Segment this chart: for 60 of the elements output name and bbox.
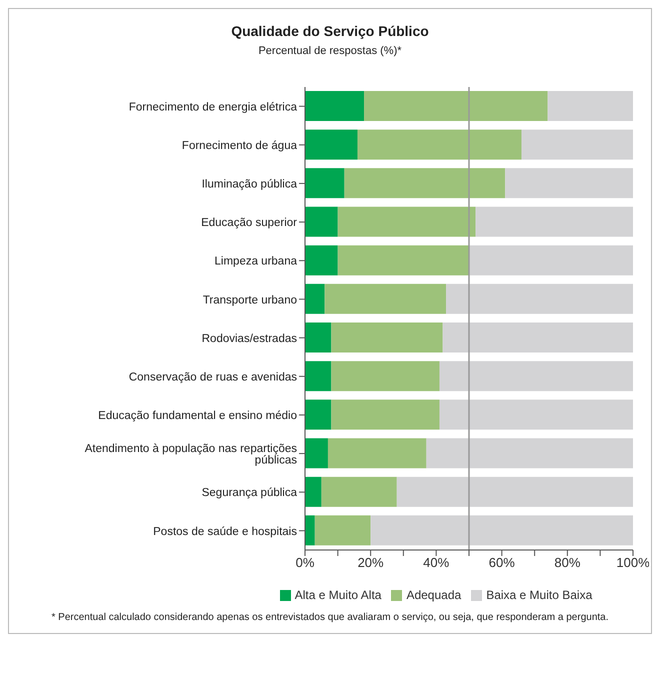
y-tick-label: Conservação de ruas e avenidas xyxy=(128,371,298,384)
bar xyxy=(357,130,522,160)
bar xyxy=(305,130,358,160)
bar xyxy=(370,515,633,546)
bar xyxy=(446,284,633,314)
bar xyxy=(548,91,633,121)
bar xyxy=(442,322,633,352)
bar xyxy=(338,245,469,276)
bar xyxy=(305,438,328,468)
bar xyxy=(364,91,548,121)
y-tick-label: Educação superior xyxy=(201,217,298,230)
bar xyxy=(331,400,440,430)
bar xyxy=(305,515,315,546)
bar xyxy=(476,206,633,237)
bar xyxy=(305,168,344,198)
bar xyxy=(305,284,325,314)
bar xyxy=(338,206,476,237)
y-tick-label: Fornecimento de água xyxy=(182,140,298,152)
bar xyxy=(521,130,633,160)
bar xyxy=(321,476,397,507)
y-tick-label: Iluminação pública xyxy=(202,178,298,191)
bar xyxy=(305,361,332,392)
x-tick-label: 40% xyxy=(423,555,450,570)
bar xyxy=(328,438,426,468)
bar xyxy=(331,322,443,352)
bar xyxy=(344,168,506,198)
bar xyxy=(305,322,332,352)
bar xyxy=(305,400,332,430)
y-tick-label: Rodovias/estradas xyxy=(202,332,298,345)
bar xyxy=(505,168,633,198)
bar xyxy=(396,476,633,507)
text: * Percentual calculado considerando apenas os entrevistados que avaliaram o serviço, ou seja, que responderam a pergunta. xyxy=(50,612,610,623)
y-tick-label: Atendimento à população nas repartições públicas xyxy=(84,442,298,466)
y-tick-label: Postos de saúde e hospitais xyxy=(153,526,298,538)
x-tick-label: 0% xyxy=(296,555,315,570)
legend-label: Baixa e Muito Baixa xyxy=(486,588,592,602)
x-tick-label: 20% xyxy=(358,555,384,570)
y-tick-label: Transporte urbano xyxy=(202,294,297,306)
legend-label: Alta e Muito Alta xyxy=(294,588,382,602)
bar xyxy=(324,284,446,314)
x-tick-label: 80% xyxy=(554,555,581,570)
chart-title: Qualidade do Serviço Público xyxy=(230,23,430,39)
bar xyxy=(331,361,440,392)
y-tick-label: Limpeza urbana xyxy=(214,256,298,268)
legend-label: Adequada xyxy=(406,588,462,602)
y-tick-label: Educação fundamental e ensino médio xyxy=(98,410,297,422)
chart-subtitle: Percentual de respostas (%)* xyxy=(257,45,403,57)
bar xyxy=(469,245,633,276)
bar xyxy=(305,245,338,276)
bar xyxy=(305,476,322,507)
y-tick-label: Fornecimento de energia elétrica xyxy=(128,101,298,114)
x-tick-label: 60% xyxy=(488,555,516,570)
bar xyxy=(314,515,371,546)
bar xyxy=(439,400,633,430)
bar xyxy=(305,91,364,121)
bar xyxy=(439,361,633,392)
bar xyxy=(426,438,633,468)
y-tick-label: Segurança pública xyxy=(202,487,298,500)
x-tick-label: 100% xyxy=(616,555,650,570)
bar xyxy=(305,206,338,237)
